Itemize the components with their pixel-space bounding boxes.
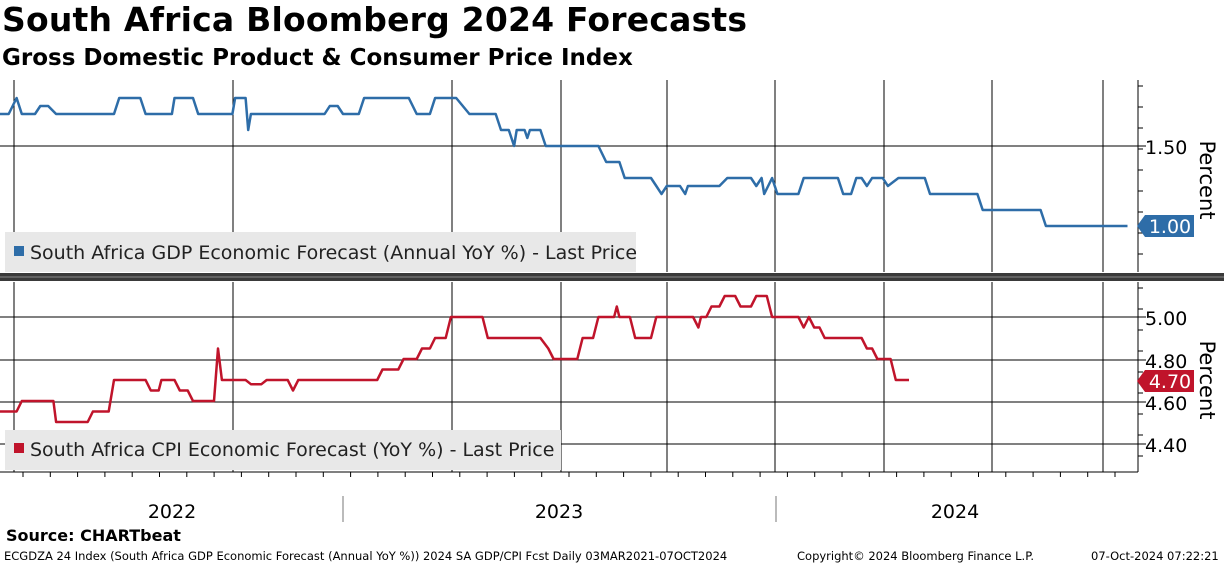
y-axis-title: Percent: [1195, 340, 1219, 419]
y-tick-label: 1.50: [1145, 137, 1187, 159]
gdp-last-value-tag: [1137, 215, 1194, 237]
cpi-legend-box: [5, 430, 561, 470]
gdp-legend-label: South Africa GDP Economic Forecast (Annu…: [30, 242, 637, 264]
gdp-last-value-label: 1.00: [1149, 216, 1191, 238]
cpi-last-value-tag: [1137, 370, 1194, 392]
x-tick-label: 2023: [535, 501, 583, 523]
footer-copyright: Copyright© 2024 Bloomberg Finance L.P.: [797, 549, 1034, 563]
x-tick-label: 2022: [148, 501, 196, 523]
gdp-series-line: [0, 96, 1128, 228]
source-note: Source: CHARTbeat: [6, 526, 181, 545]
footer-description: ECGDZA 24 Index (South Africa GDP Econom…: [4, 549, 728, 563]
y-tick-label: 5.00: [1145, 308, 1187, 330]
gdp-legend-swatch: [14, 246, 24, 256]
y-tick-label: 4.60: [1145, 393, 1187, 415]
footer-timestamp: 07-Oct-2024 07:22:21: [1091, 549, 1219, 563]
chart-title: South Africa Bloomberg 2024 Forecasts: [2, 0, 748, 39]
cpi-legend-swatch: [14, 443, 24, 453]
chart-subtitle: Gross Domestic Product & Consumer Price …: [2, 45, 633, 71]
y-tick-label: 4.40: [1145, 435, 1187, 457]
cpi-series-line: [0, 294, 909, 424]
cpi-legend-label: South Africa CPI Economic Forecast (YoY …: [30, 439, 554, 461]
y-tick-label: 4.80: [1145, 351, 1187, 373]
cpi-last-value-label: 4.70: [1149, 371, 1191, 393]
gdp-legend-box: [5, 232, 636, 272]
y-axis-title: Percent: [1195, 140, 1219, 219]
x-tick-label: 2024: [931, 501, 979, 523]
